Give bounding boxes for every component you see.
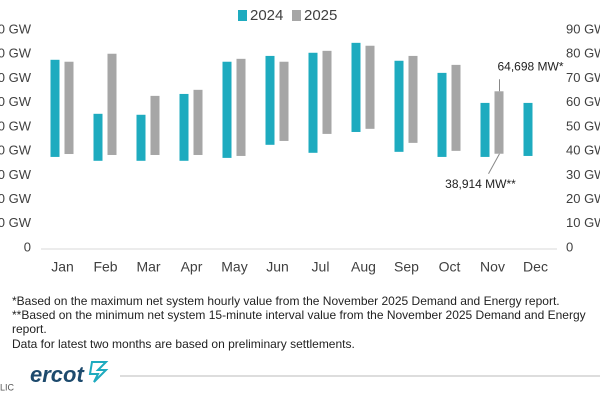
logo: ercot: [30, 362, 85, 387]
y2-tick-label: 80 GW: [566, 46, 600, 61]
x-tick-label: Jun: [266, 259, 289, 275]
footnote: *Based on the maximum net system hourly …: [12, 294, 560, 308]
x-tick-label: Jul: [312, 259, 330, 275]
range-bar: [437, 72, 447, 157]
x-tick-label: Nov: [480, 259, 505, 275]
footnote: Data for latest two months are based on …: [12, 337, 355, 351]
y2-tick-label: 40 GW: [566, 143, 600, 158]
range-bar: [279, 61, 289, 141]
y-tick-label: 10 GW: [0, 215, 32, 230]
legend-label: 2025: [304, 7, 337, 24]
range-bar: [107, 53, 117, 155]
range-bar: [523, 102, 533, 156]
y2-tick-label: 20 GW: [566, 191, 600, 206]
legend-label: 2024: [250, 7, 283, 24]
y2-tick-label: 90 GW: [566, 21, 600, 36]
range-bar: [150, 95, 160, 155]
y-tick-label: 50 GW: [0, 118, 32, 133]
range-bar: [308, 52, 318, 153]
y-tick-label: 20 GW: [0, 191, 32, 206]
range-bar: [265, 55, 275, 145]
x-tick-label: Dec: [523, 259, 548, 275]
footnote: **Based on the minimum net system 15-min…: [12, 308, 586, 336]
y2-tick-label: 10 GW: [566, 215, 600, 230]
y-tick-label: 70 GW: [0, 70, 32, 85]
annotation-leader: [488, 153, 500, 174]
range-bar: [351, 42, 361, 132]
y-tick-label: 40 GW: [0, 143, 32, 158]
range-bar: [179, 93, 189, 161]
x-tick-label: Apr: [181, 259, 203, 275]
range-bar: [50, 59, 60, 157]
range-bar: [480, 102, 490, 157]
x-tick-label: Jan: [51, 259, 74, 275]
legend-swatch: [238, 10, 247, 21]
x-tick-label: Sep: [394, 259, 419, 275]
y2-tick-label: 30 GW: [566, 167, 600, 182]
x-tick-label: May: [221, 259, 247, 275]
range-bar: [236, 58, 246, 156]
data-label: 64,698 MW*: [497, 59, 563, 73]
range-bar: [93, 113, 103, 161]
y-tick-label: 80 GW: [0, 46, 32, 61]
range-bar: [136, 114, 146, 161]
y2-tick-label: 70 GW: [566, 70, 600, 85]
range-bar: [365, 45, 375, 129]
range-bar: [193, 89, 203, 155]
range-bar: [451, 64, 461, 151]
range-bar: [322, 50, 332, 134]
data-label: 38,914 MW**: [445, 177, 516, 191]
range-bar: [394, 60, 404, 152]
range-bar: [408, 55, 418, 143]
y-tick-label: 0: [24, 239, 31, 254]
y2-tick-label: 60 GW: [566, 94, 600, 109]
y-tick-label: 90 GW: [0, 21, 32, 36]
range-bar: [494, 91, 504, 154]
x-tick-label: Aug: [351, 259, 376, 275]
classification: LIC: [0, 382, 15, 392]
y2-tick-label: 50 GW: [566, 118, 600, 133]
legend-swatch: [292, 10, 301, 21]
x-tick-label: Feb: [93, 259, 117, 275]
range-bar: [222, 61, 232, 158]
y-tick-label: 30 GW: [0, 167, 32, 182]
range-bar: [64, 61, 74, 155]
y-tick-label: 60 GW: [0, 94, 32, 109]
y2-tick-label: 0: [566, 239, 573, 254]
x-tick-label: Mar: [136, 259, 160, 275]
logo-bolt: [88, 361, 109, 383]
x-tick-label: Oct: [439, 259, 461, 275]
